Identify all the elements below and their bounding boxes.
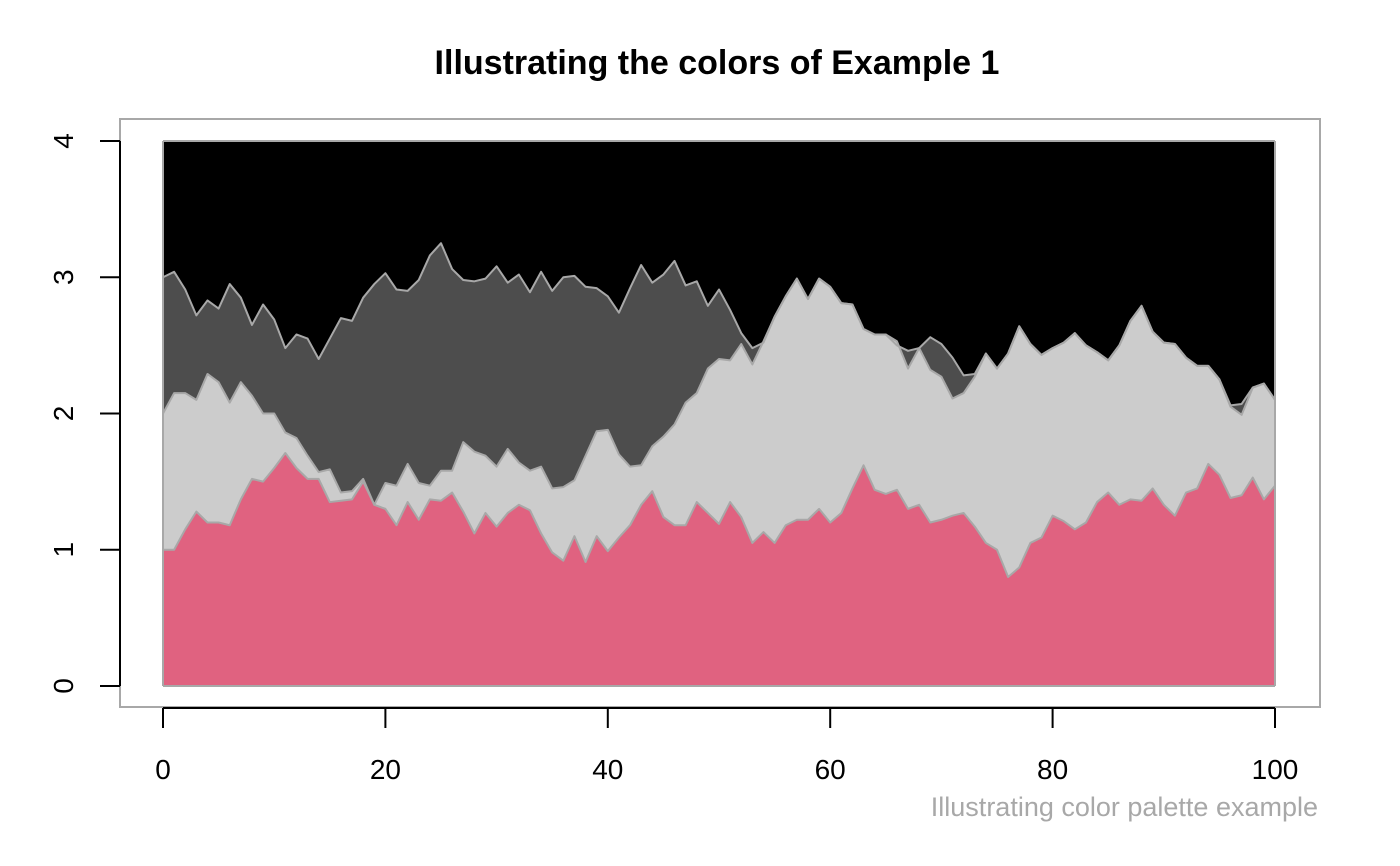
y-tick-label: 3 <box>48 269 79 285</box>
band-boundary-line <box>162 242 1276 407</box>
x-tick-label: 100 <box>1252 754 1299 785</box>
x-axis: 0 20 40 60 80 100 <box>155 707 1299 785</box>
band-outlines <box>162 140 1276 687</box>
chart-caption: Illustrating color palette example <box>931 792 1318 822</box>
x-tick-label: 0 <box>155 754 171 785</box>
x-tick-label: 20 <box>370 754 401 785</box>
area-band-lightgray <box>163 278 1275 577</box>
area-band-black <box>163 141 1275 406</box>
x-tick-label: 60 <box>815 754 846 785</box>
area-band-pink <box>163 453 1275 686</box>
y-tick-label: 4 <box>48 133 79 149</box>
stacked-areas <box>163 141 1275 686</box>
y-tick-label: 2 <box>48 406 79 422</box>
x-tick-label: 80 <box>1037 754 1068 785</box>
x-tick-label: 40 <box>592 754 623 785</box>
y-tick-label: 0 <box>48 678 79 694</box>
y-axis: 0 1 2 3 4 <box>48 133 121 694</box>
area-band-darkgray <box>163 243 1275 505</box>
y-tick-label: 1 <box>48 542 79 558</box>
band-boundary-line <box>163 452 1276 578</box>
chart-title: Illustrating the colors of Example 1 <box>435 44 1000 82</box>
